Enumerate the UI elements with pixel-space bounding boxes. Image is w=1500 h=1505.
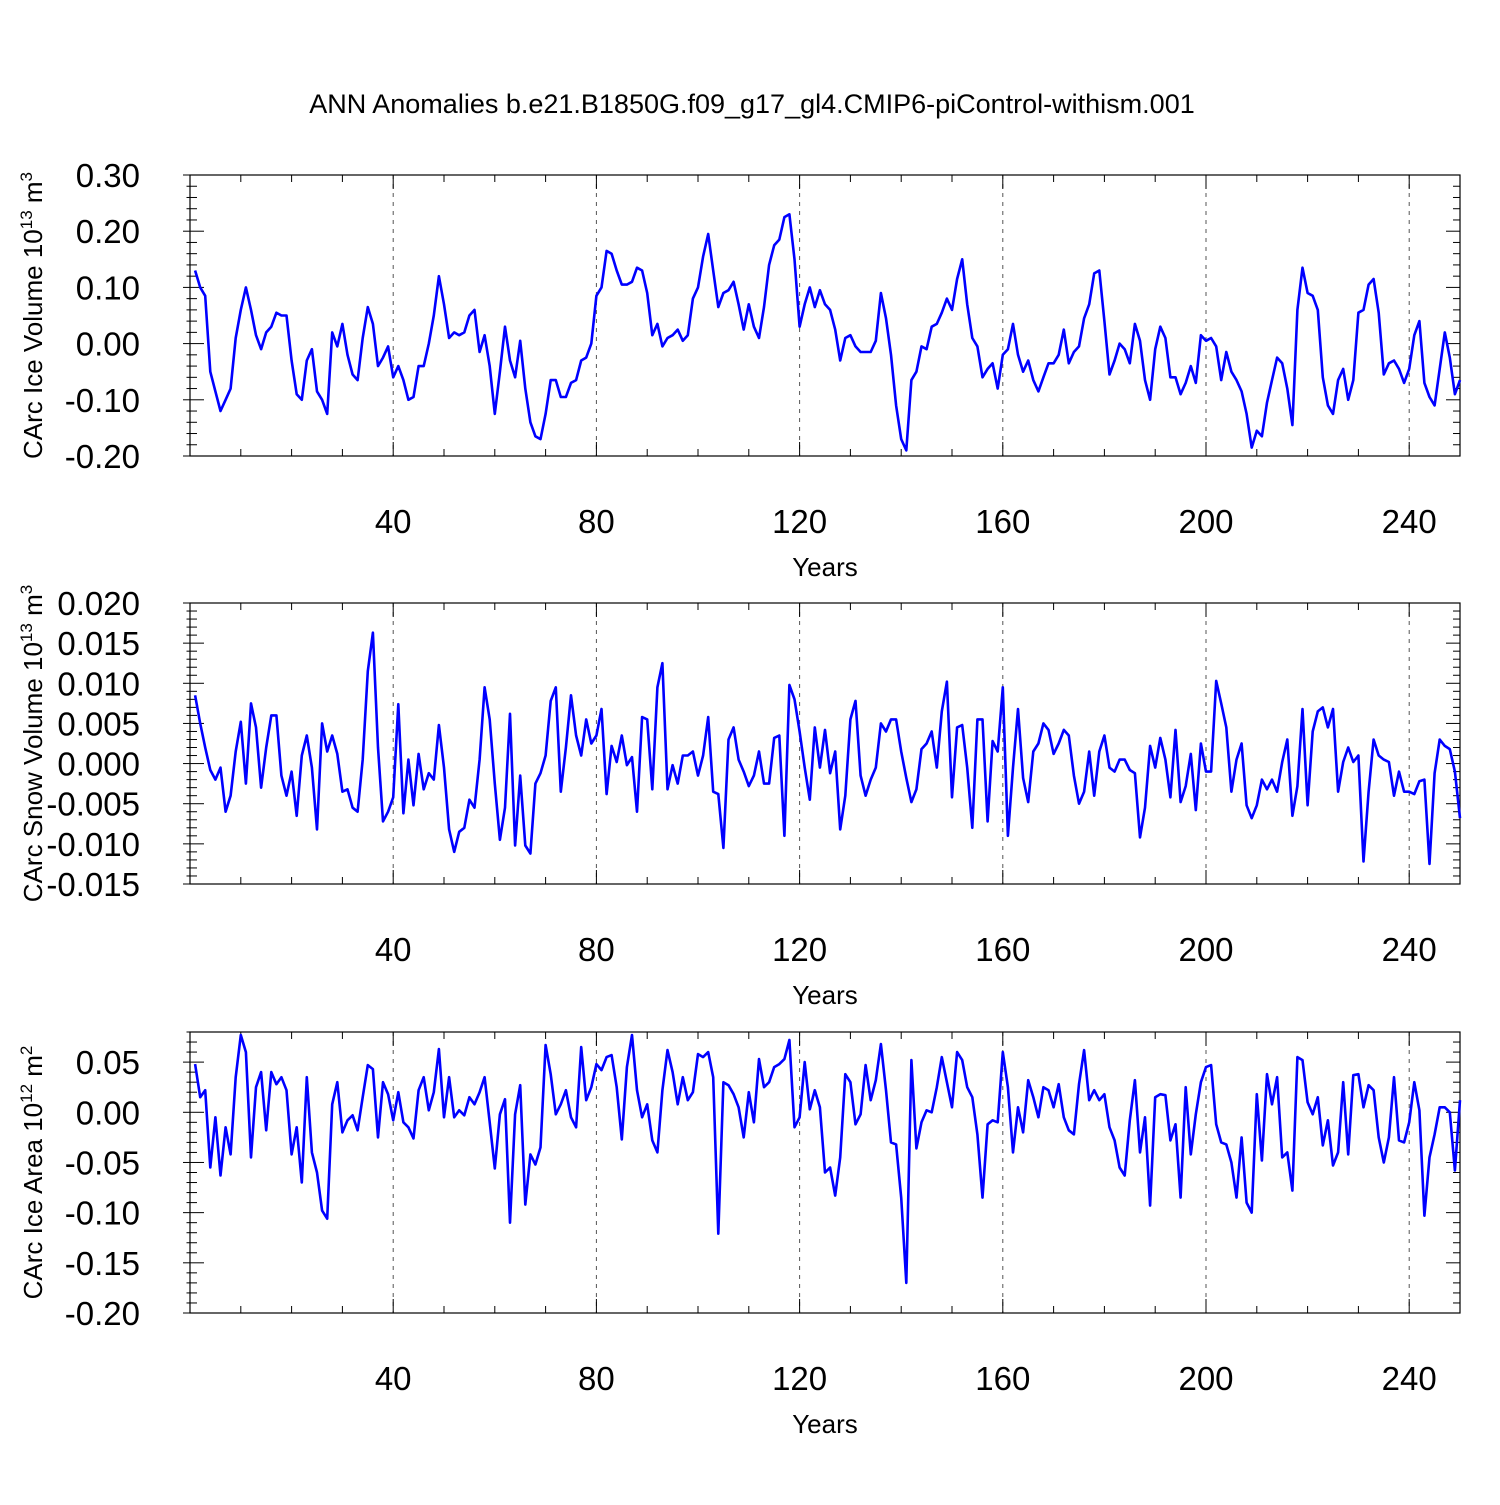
y-tick-label: 0.10: [76, 269, 140, 306]
y-axis-label: CArc Ice Area 1012 m2: [17, 1046, 48, 1300]
y-axis-label-unit-exp: 2: [17, 1046, 36, 1055]
chart-title: ANN Anomalies b.e21.B1850G.f09_g17_gl4.C…: [309, 89, 1194, 119]
y-tick-label: 0.30: [76, 157, 140, 194]
x-tick-label: 240: [1382, 931, 1437, 968]
x-tick-label: 80: [578, 1360, 615, 1397]
x-axis-label: Years: [792, 552, 858, 582]
chart-panel-ice-volume: -0.20 -0.10 0.00 0.10 0.20 0.30 40 80 120 160 200 2…: [17, 157, 1462, 582]
y-tick-label: -0.20: [65, 438, 140, 475]
y-axis-label-main: CArc Snow Volume 10: [18, 642, 48, 902]
y-tick-label: -0.15: [65, 1245, 140, 1282]
y-tick-label: 0.00: [76, 1094, 140, 1131]
y-tick-label: -0.005: [46, 786, 140, 823]
x-tick-label: 120: [772, 503, 827, 540]
x-tick-label: 80: [578, 503, 615, 540]
x-tick-label: 240: [1382, 503, 1437, 540]
x-tick-label: 40: [375, 503, 412, 540]
y-axis-label-unit: m: [18, 1055, 48, 1084]
y-axis-label: CArc Ice Volume 1013 m3: [17, 172, 48, 459]
plot-frame: [189, 602, 1461, 885]
series-line-snow-volume: [193, 631, 1462, 866]
series-line-ice-volume: [193, 213, 1462, 452]
chart-panel-ice-area: -0.20 -0.15 -0.10 -0.05 0.00 0.05 40 80 120 160 20…: [17, 1031, 1462, 1439]
x-tick-label: 240: [1382, 1360, 1437, 1397]
y-axis-label-unit: m: [18, 181, 48, 210]
x-tick-label: 80: [578, 931, 615, 968]
y-tick-label: 0.020: [57, 585, 140, 622]
x-tick-label: 120: [772, 931, 827, 968]
y-tick-label: -0.20: [65, 1295, 140, 1332]
series-line-ice-area: [193, 1033, 1462, 1285]
y-axis-label-exp: 12: [17, 1084, 36, 1103]
y-axis-label-exp: 13: [17, 623, 36, 642]
y-axis-label-main: CArc Ice Area 10: [18, 1103, 48, 1300]
x-tick-label: 160: [975, 503, 1030, 540]
x-axis-label: Years: [792, 1409, 858, 1439]
y-tick-label: -0.015: [46, 866, 140, 903]
y-tick-label: 0.05: [76, 1044, 140, 1081]
plot-frame: [189, 174, 1461, 457]
x-tick-label: 40: [375, 931, 412, 968]
y-tick-label: 0.005: [57, 705, 140, 742]
y-axis-label-exp: 13: [17, 210, 36, 229]
x-tick-label: 160: [975, 1360, 1030, 1397]
y-axis-label-unit-exp: 3: [17, 172, 36, 181]
x-axis-label: Years: [792, 980, 858, 1010]
y-axis-label-unit: m: [18, 594, 48, 623]
x-tick-label: 200: [1178, 503, 1233, 540]
y-tick-label: -0.10: [65, 1195, 140, 1232]
y-tick-label: 0.010: [57, 665, 140, 702]
y-tick-label: -0.010: [46, 826, 140, 863]
x-tick-label: 160: [975, 931, 1030, 968]
x-tick-label: 200: [1178, 931, 1233, 968]
x-tick-label: 200: [1178, 1360, 1233, 1397]
y-axis-label-unit-exp: 3: [17, 585, 36, 594]
y-axis-label-main: CArc Ice Volume 10: [18, 229, 48, 459]
y-tick-label: 0.20: [76, 213, 140, 250]
y-tick-label: 0.00: [76, 326, 140, 363]
y-tick-label: 0.000: [57, 746, 140, 783]
x-tick-label: 120: [772, 1360, 827, 1397]
y-tick-label: -0.10: [65, 382, 140, 419]
x-tick-label: 40: [375, 1360, 412, 1397]
y-tick-label: -0.05: [65, 1144, 140, 1181]
y-axis-label: CArc Snow Volume 1013 m3: [17, 585, 48, 902]
y-tick-label: 0.015: [57, 625, 140, 662]
